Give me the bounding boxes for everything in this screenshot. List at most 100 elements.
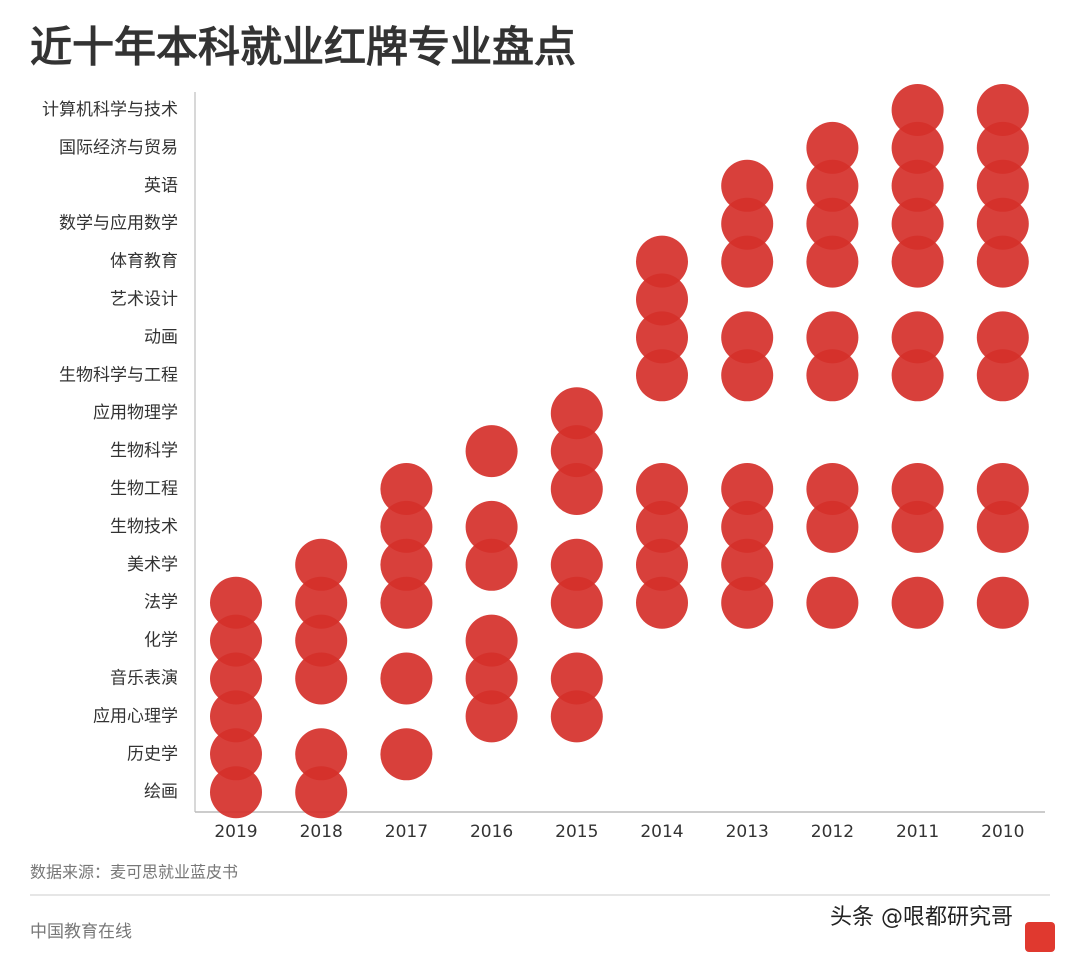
y-tick-label: 音乐表演 <box>110 669 178 689</box>
dot <box>976 84 1029 136</box>
dot <box>806 463 859 515</box>
y-tick-label: 历史学 <box>127 744 178 764</box>
dot <box>636 538 688 591</box>
x-tick-label: 2014 <box>640 822 683 842</box>
dot <box>210 614 262 667</box>
dot <box>380 652 433 705</box>
watermark: 头条 @哏都研究哥 <box>830 905 1013 930</box>
dot <box>806 576 859 629</box>
x-tick-label: 2013 <box>726 822 769 842</box>
dot <box>295 728 348 781</box>
dot <box>550 690 603 743</box>
dot <box>806 500 859 553</box>
dot <box>210 728 262 781</box>
dot <box>465 652 518 705</box>
dot <box>380 728 433 781</box>
x-tick-label: 2017 <box>385 822 428 842</box>
dot <box>806 235 859 288</box>
dot <box>295 576 348 629</box>
dot <box>636 576 688 629</box>
x-tick-label: 2018 <box>300 822 343 842</box>
dot <box>891 235 944 288</box>
dot <box>295 766 348 819</box>
dot <box>295 652 348 705</box>
dot <box>721 159 774 212</box>
dot <box>891 84 944 136</box>
dot <box>550 425 603 478</box>
dot <box>891 576 944 629</box>
dot <box>976 197 1029 250</box>
dot <box>806 159 859 212</box>
publisher: 中国教育在线 <box>30 922 132 942</box>
dot <box>976 463 1029 515</box>
dot <box>550 652 603 705</box>
dot <box>976 500 1029 553</box>
dot <box>550 576 603 629</box>
y-tick-label: 艺术设计 <box>110 290 178 310</box>
y-tick-label: 国际经济与贸易 <box>59 138 178 158</box>
y-tick-label: 应用心理学 <box>93 706 178 726</box>
y-tick-label: 生物科学与工程 <box>59 365 178 385</box>
dot <box>295 538 348 591</box>
dot <box>636 463 688 515</box>
dot <box>976 159 1029 212</box>
dot <box>380 463 433 515</box>
dot <box>891 159 944 212</box>
dot <box>721 349 774 402</box>
dot <box>465 500 518 553</box>
y-tick-label: 美术学 <box>127 555 178 575</box>
source-note: 数据来源：麦可思就业蓝皮书 <box>30 863 238 882</box>
dot <box>806 121 859 174</box>
dot <box>465 690 518 743</box>
dot <box>380 500 433 553</box>
y-tick-label: 化学 <box>144 631 178 651</box>
dot <box>210 652 262 705</box>
dot <box>721 500 774 553</box>
dot <box>721 538 774 591</box>
dot <box>465 538 518 591</box>
y-tick-label: 生物工程 <box>110 479 178 499</box>
dot <box>976 349 1029 402</box>
y-tick-label: 应用物理学 <box>93 403 178 423</box>
dot <box>891 463 944 515</box>
dot <box>976 576 1029 629</box>
dot <box>636 273 688 326</box>
dot <box>721 197 774 250</box>
dot <box>806 311 859 364</box>
dot <box>636 349 688 402</box>
dot <box>721 576 774 629</box>
x-tick-label: 2010 <box>981 822 1024 842</box>
dot <box>976 311 1029 364</box>
watermark-icon <box>1025 922 1055 952</box>
y-tick-label: 英语 <box>144 176 178 196</box>
dot <box>550 538 603 591</box>
dot <box>721 463 774 515</box>
dot <box>636 500 688 553</box>
y-tick-label: 动画 <box>144 327 178 347</box>
dot <box>550 463 603 515</box>
x-tick-label: 2016 <box>470 822 513 842</box>
dot <box>210 690 262 743</box>
dot <box>636 311 688 364</box>
x-tick-label: 2011 <box>896 822 939 842</box>
chart-title: 近十年本科就业红牌专业盘点 <box>30 23 576 72</box>
y-tick-label: 生物技术 <box>110 517 178 537</box>
dot <box>891 311 944 364</box>
x-tick-label: 2015 <box>555 822 598 842</box>
dot <box>380 576 433 629</box>
y-tick-label: 数学与应用数学 <box>59 214 178 234</box>
dot <box>465 425 518 478</box>
dot <box>295 614 348 667</box>
dot <box>721 311 774 364</box>
y-tick-label: 法学 <box>144 593 178 613</box>
dot <box>210 576 262 629</box>
y-tick-label: 体育教育 <box>110 252 178 272</box>
dot <box>806 197 859 250</box>
y-tick-label: 生物科学 <box>110 441 178 461</box>
dot <box>891 121 944 174</box>
dot <box>976 235 1029 288</box>
dot <box>210 766 262 819</box>
dot <box>465 614 518 667</box>
x-tick-label: 2012 <box>811 822 854 842</box>
